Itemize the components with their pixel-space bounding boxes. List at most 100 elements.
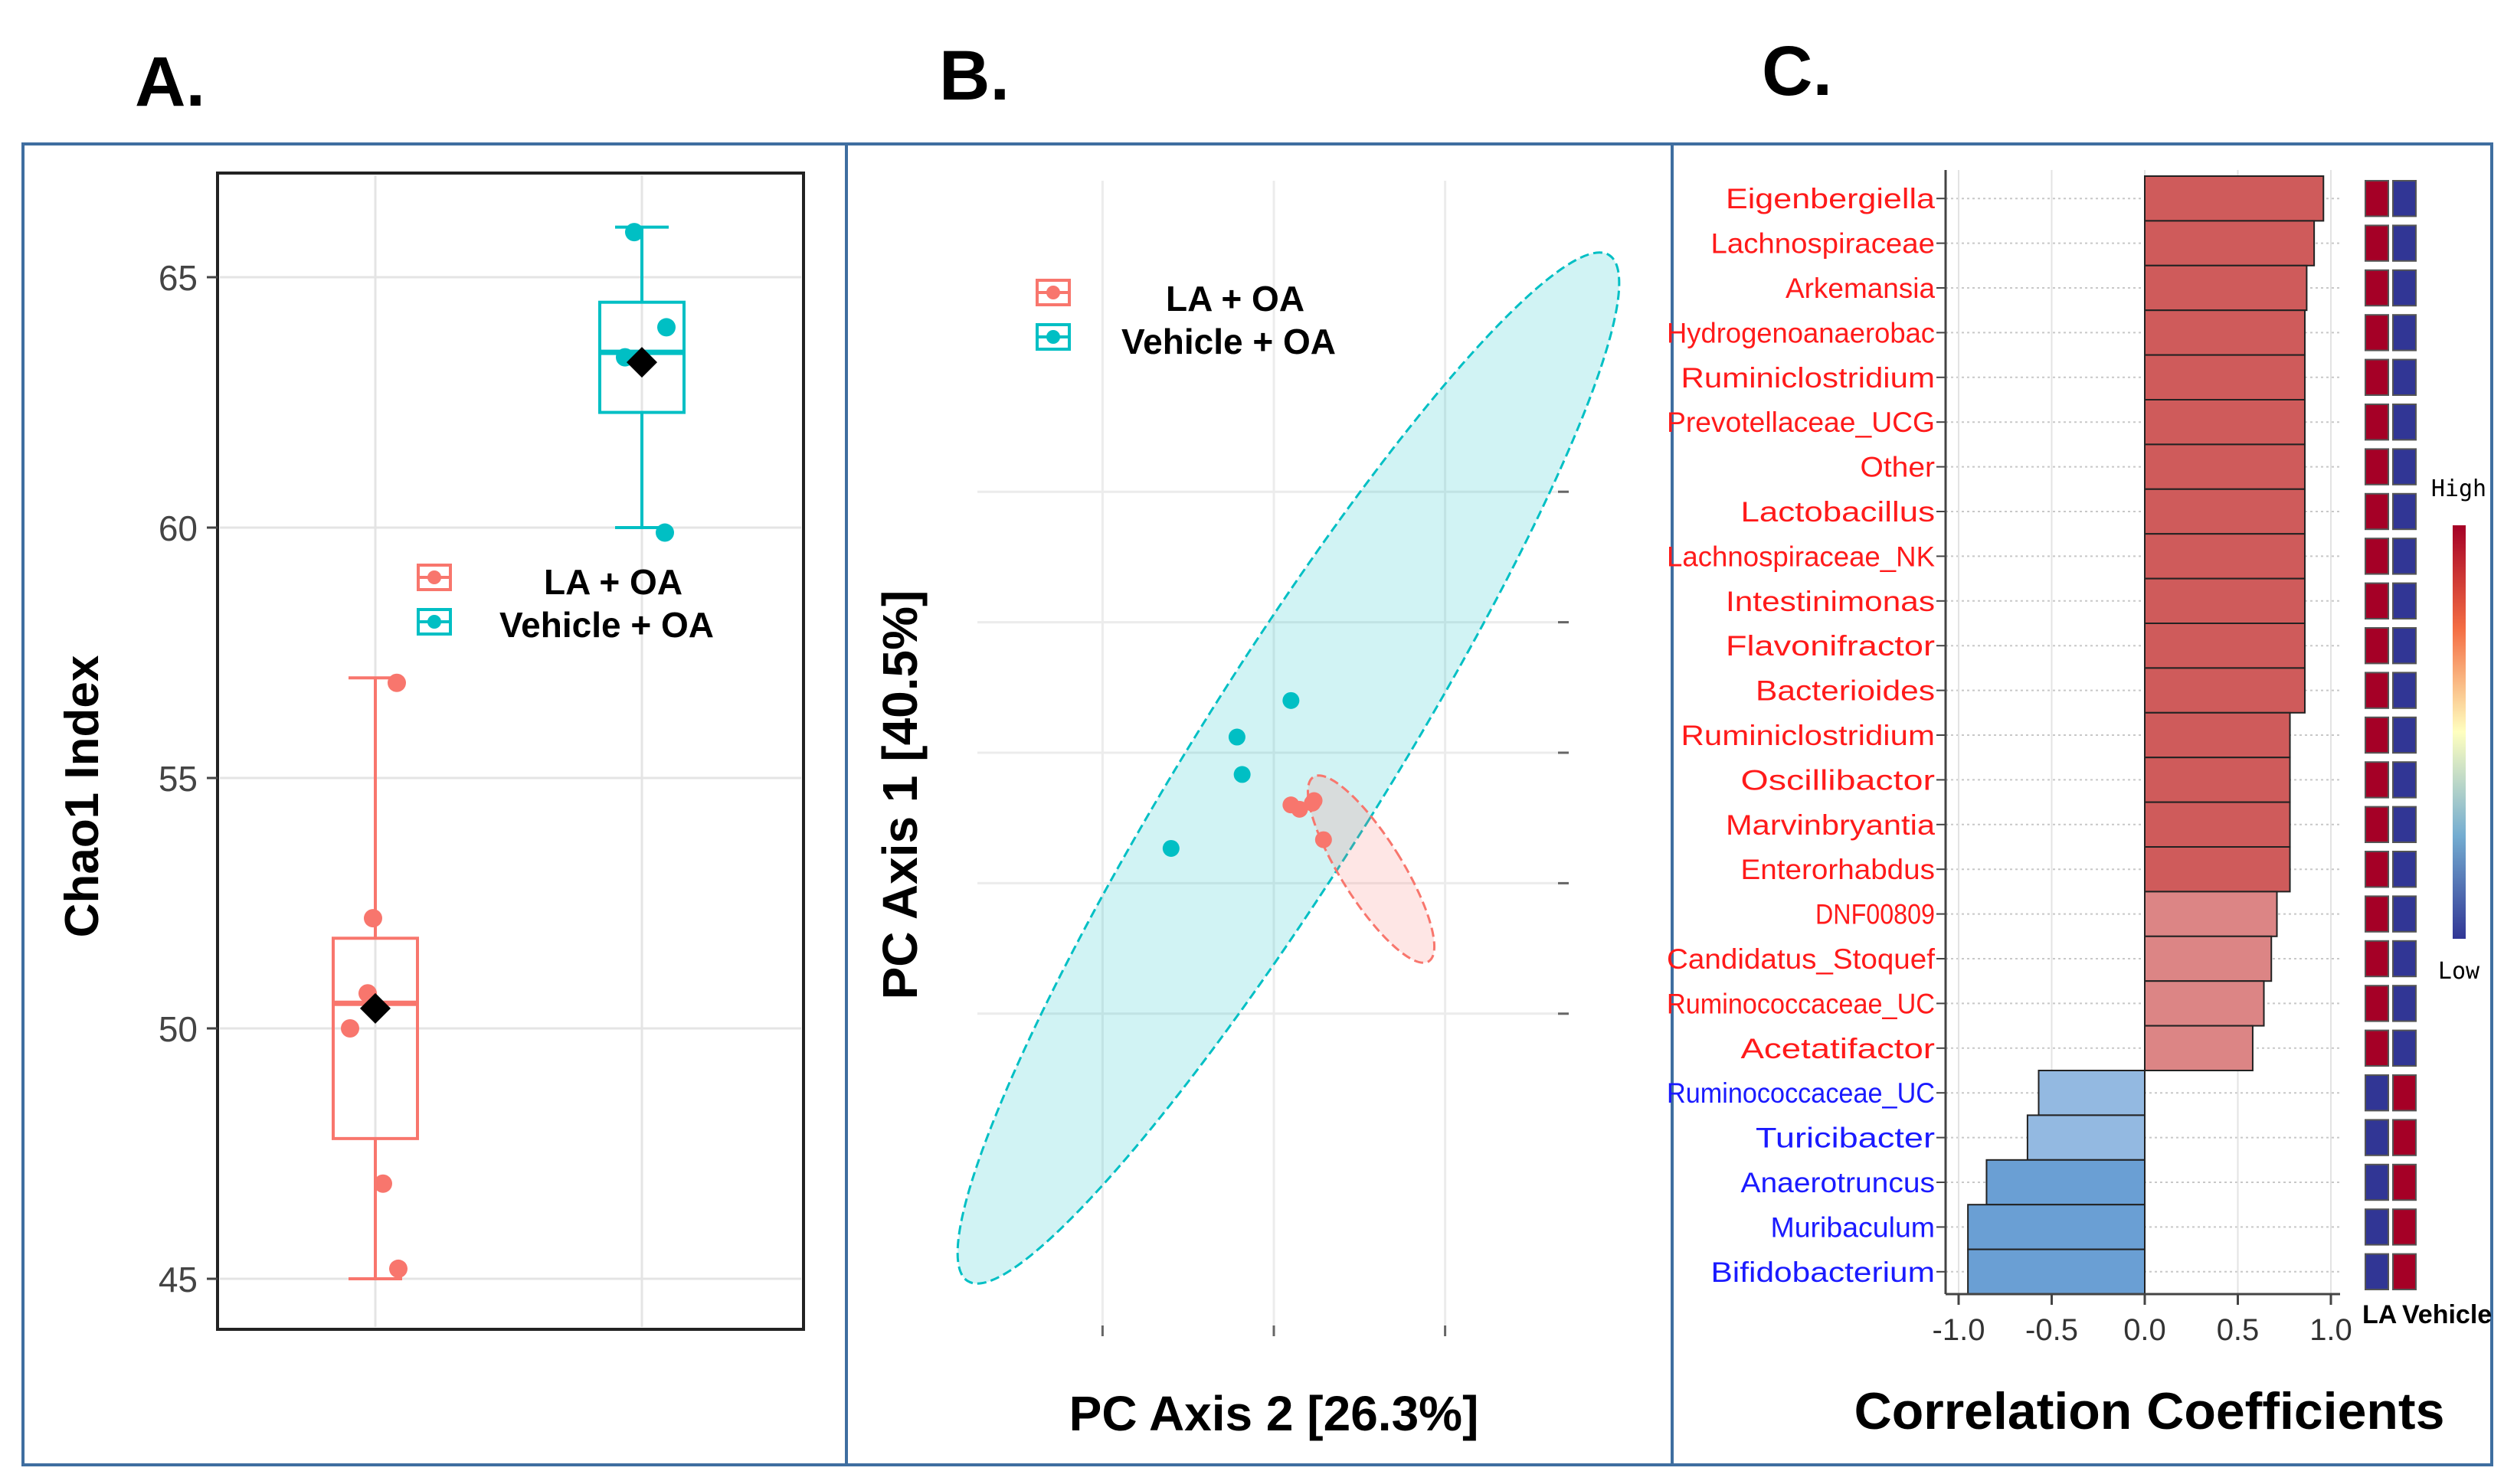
taxon-label: Hydrogenoanaerobac [1667,317,1935,348]
heat-cell-la [2365,627,2389,665]
heat-cell-vehicle [2392,448,2417,485]
box-vehicle [598,223,686,542]
taxon-label: Ruminiclostridium [1681,720,1936,751]
taxon-label: Ruminiclostridium [1681,362,1936,394]
data-point [364,909,382,928]
vehicle-point [1233,766,1251,783]
data-point [341,1019,359,1038]
vehicle-ellipse [956,251,1621,1285]
taxon-label: Lachnospiraceae [1711,228,1936,260]
negative-bar [2038,1070,2146,1116]
heat-cell-la [2365,1029,2389,1067]
taxon-label: Other [1861,452,1936,483]
taxon-label: DNF00809 [1815,899,1935,930]
panel-c-x-tick-label: 1.0 [2309,1313,2352,1347]
panel-b-x-axis-title: PC Axis 2 [26.3%] [1069,1386,1479,1441]
data-point [656,523,674,542]
heat-cell-la [2365,492,2389,531]
heat-cell-la [2365,895,2389,933]
taxon-label: Lachnospiraceae_NK [1667,541,1935,572]
taxon-label: Bifidobacterium [1711,1257,1936,1288]
mean-marker [360,992,391,1024]
la-point [1291,800,1308,818]
heat-cell-vehicle [2392,940,2417,978]
positive-bar [2144,354,2306,401]
panel-a-chao1-boxplot: 45 50 55 60 65 Chao1 Index LA + OA Vehicle +… [56,172,805,1331]
heat-cell-la [2365,1208,2389,1246]
heat-cell-la [2365,1119,2389,1156]
positive-bar [2144,1025,2254,1071]
heat-color-scale [2453,525,2466,939]
heat-cell-vehicle [2392,314,2417,351]
heat-cell-vehicle [2392,716,2417,754]
heat-cell-vehicle [2392,985,2417,1022]
heat-cell-la [2365,806,2389,843]
heat-cell-la [2365,314,2389,351]
heat-cell-vehicle [2392,269,2417,307]
data-point [657,318,676,337]
negative-bar [1967,1204,2146,1250]
taxon-label: Intestinimonas [1726,586,1935,617]
heat-cell-la [2365,985,2389,1022]
panel-b-legend-vehicle: Vehicle + OA [1121,322,1336,361]
positive-bar [2144,935,2273,982]
heat-cell-vehicle [2392,1029,2417,1067]
la-point [1305,792,1323,809]
panel-a-legend-la: LA + OA [544,562,682,602]
positive-bar [2144,667,2306,714]
box-iqr [598,300,686,414]
panel-a-y-tick-label: 60 [159,508,198,548]
positive-bar [2144,980,2265,1027]
positive-bar [2144,891,2278,937]
taxon-label: Turicibacter [1756,1123,1935,1154]
heat-column-label-vehicle: Vehicle [2402,1300,2492,1329]
heat-cell-vehicle [2392,1253,2417,1290]
panel-c-x-tick-label: 0.0 [2123,1313,2166,1347]
heat-cell-vehicle [2392,1163,2417,1201]
taxon-label: Bacterioides [1756,675,1935,707]
taxon-label: Acetatifactor [1741,1033,1936,1064]
taxon-label: Ruminococcaceae_UC [1667,1077,1935,1109]
heat-cell-la [2365,582,2389,619]
positive-bar [2144,623,2306,669]
heat-cell-la [2365,269,2389,307]
panel-c-x-axis-title: Correlation Coefficients [1854,1382,2445,1440]
heat-cell-vehicle [2392,851,2417,888]
panel-a-y-tick-label: 50 [159,1009,198,1049]
positive-bar [2144,443,2306,490]
heat-cell-vehicle [2392,1119,2417,1156]
panel-frame-c [1671,142,2493,1466]
panel-label-a: A. [135,43,205,121]
taxon-label: Lactobacillus [1741,496,1936,528]
taxon-label: Candidatus_Stoquef [1667,943,1936,975]
positive-bar [2144,846,2291,893]
positive-bar [2144,533,2306,580]
panel-a-legend-vehicle: Vehicle + OA [499,605,714,645]
taxon-label: Flavonifractor [1726,630,1935,662]
panel-a-legend: LA + OA Vehicle + OA [417,562,714,645]
positive-bar [2144,711,2291,759]
panel-a-y-tick-label: 65 [159,258,198,298]
heat-cell-vehicle [2392,895,2417,933]
taxon-label: Prevotellaceae_UCG [1667,407,1935,438]
box-la [332,673,419,1280]
la-ellipse [1306,774,1436,964]
panel-a-y-tick-label: 45 [159,1260,198,1299]
panel-b-legend: LA + OA Vehicle + OA [1036,279,1336,361]
panel-b-legend-la: LA + OA [1166,279,1304,319]
heat-cell-la [2365,180,2389,217]
positive-bar [2144,488,2306,535]
heat-cell-vehicle [2392,492,2417,531]
heat-cell-la [2365,358,2389,397]
mean-marker [627,347,657,378]
heat-cell-vehicle [2392,582,2417,619]
negative-bar [1967,1248,2146,1295]
positive-bar [2144,309,2306,356]
heat-cell-la [2365,716,2389,754]
negative-bar [2026,1114,2146,1161]
taxon-label: Marvinbryantia [1726,809,1935,841]
heat-cell-vehicle [2392,404,2417,441]
data-point [388,673,406,692]
panel-a-plot-frame [216,172,805,1331]
panel-b-y-axis-title: PC Axis 1 [40.5%] [872,590,928,1000]
